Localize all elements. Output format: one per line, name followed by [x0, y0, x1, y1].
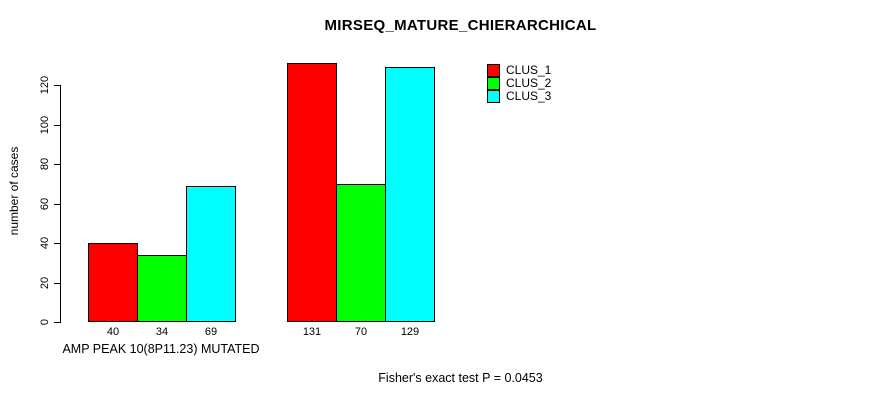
legend-swatch-icon	[487, 90, 500, 103]
legend-item-clus_1: CLUS_1	[487, 64, 551, 77]
y-tick-label: 40	[39, 236, 51, 250]
y-tick-label: 120	[39, 75, 51, 95]
y-tick-label: 60	[39, 197, 51, 211]
x-group-label: AMP PEAK 10(8P11.23) MUTATED	[62, 342, 260, 356]
y-axis-title: number of cases	[7, 146, 21, 236]
bar-clus_1-group1	[88, 243, 138, 322]
y-tick-label: 20	[39, 276, 51, 290]
bar-clus_3-group1	[186, 186, 236, 322]
legend-item-clus_3: CLUS_3	[487, 90, 551, 103]
legend-label: CLUS_2	[506, 76, 552, 90]
bar-value-label: 70	[354, 326, 368, 338]
y-tick-label: 100	[39, 115, 51, 135]
y-tick-mark	[54, 204, 61, 205]
legend-label: CLUS_1	[506, 63, 552, 77]
y-tick-mark	[54, 243, 61, 244]
y-tick-mark	[54, 125, 61, 126]
y-tick-mark	[54, 164, 61, 165]
bar-value-label: 69	[204, 326, 218, 338]
legend-item-clus_2: CLUS_2	[487, 77, 551, 90]
bar-clus_2-group1	[137, 255, 187, 322]
legend-swatch-icon	[487, 77, 500, 90]
chart-title: MIRSEQ_MATURE_CHIERARCHICAL	[324, 17, 597, 34]
bar-value-label: 131	[302, 326, 322, 338]
bar-value-label: 34	[155, 326, 169, 338]
legend-label: CLUS_3	[506, 89, 552, 103]
bar-value-label: 129	[400, 326, 420, 338]
y-tick-mark	[54, 322, 61, 323]
bar-clus_2-group2	[336, 184, 386, 322]
y-tick-mark	[54, 283, 61, 284]
bar-value-label: 40	[106, 326, 120, 338]
legend-swatch-icon	[487, 64, 500, 77]
bar-clus_3-group2	[385, 67, 435, 322]
y-tick-label: 80	[39, 157, 51, 171]
legend: CLUS_1 CLUS_2 CLUS_3	[487, 64, 551, 103]
y-tick-label: 0	[39, 318, 51, 326]
bar-clus_1-group2	[287, 63, 337, 322]
footer-note: Fisher's exact test P = 0.0453	[378, 371, 543, 385]
y-tick-mark	[54, 85, 61, 86]
